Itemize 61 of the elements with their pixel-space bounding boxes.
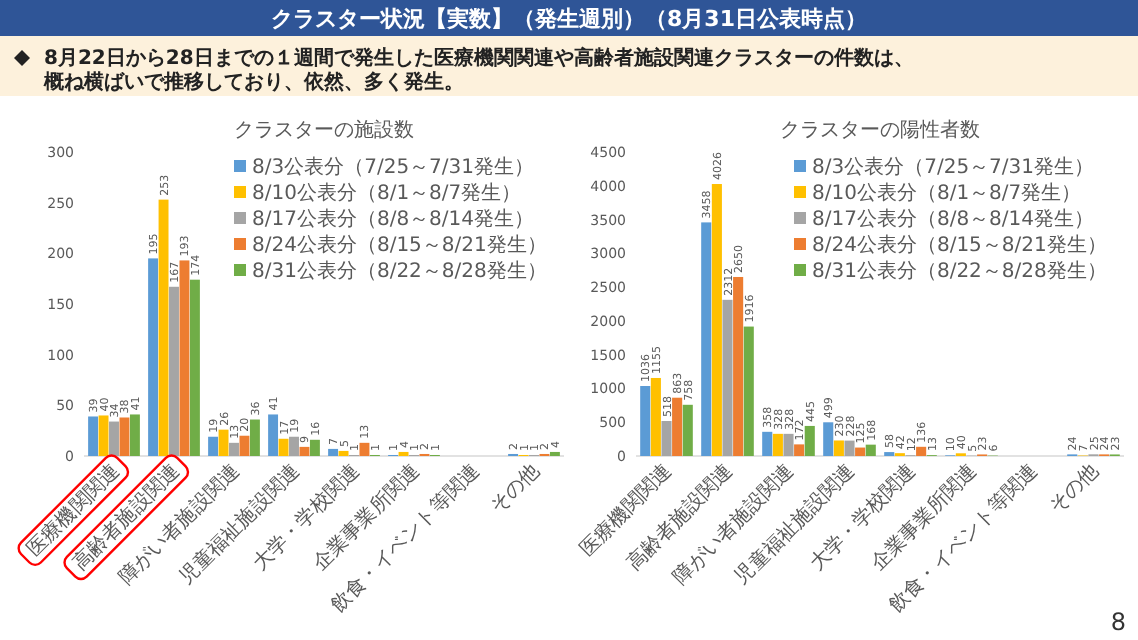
- x-tick-label: その他: [484, 459, 545, 519]
- bar: [239, 435, 250, 456]
- bar: [88, 416, 99, 456]
- legend-label: 8/17公表分（8/8～8/14発生）: [252, 207, 535, 231]
- bar: [359, 442, 370, 456]
- text: 8: [1110, 608, 1126, 636]
- bar: [794, 444, 805, 456]
- legend-label: 8/3公表分（7/25～7/31発生）: [812, 155, 1095, 179]
- bar: [169, 286, 179, 456]
- bar: [772, 433, 783, 456]
- bar: [98, 415, 109, 456]
- bar: [148, 258, 159, 456]
- bar: [916, 446, 927, 456]
- bar: [682, 404, 693, 456]
- bar: [701, 222, 712, 456]
- bar: [865, 444, 876, 456]
- bar: [762, 431, 773, 456]
- bar: [640, 386, 651, 456]
- bar: [129, 414, 140, 456]
- bar: [189, 279, 200, 456]
- bar: [289, 436, 299, 456]
- chart-title: クラスターの施設数: [234, 118, 414, 142]
- bar: [179, 260, 190, 456]
- bar: [299, 446, 310, 456]
- text: 8月22日から28日までの１週間で発生した医療機関関連や高齢者施設関連クラスターの件数は、概ね横ばいで推移しており、依然、多く発生。: [42, 46, 914, 94]
- bar: [278, 438, 289, 456]
- legend-label: 8/24公表分（8/15～8/21発生）: [812, 233, 1107, 257]
- bar: [309, 439, 320, 456]
- legend-label: 8/10公表分（8/1～8/7発生）: [252, 181, 522, 205]
- bar: [229, 442, 239, 456]
- bar: [268, 414, 279, 456]
- bar: [661, 421, 672, 456]
- text: クラスター状況【実数】（発生週別）（8月31日公表時点）: [271, 6, 867, 32]
- bar: [338, 450, 349, 456]
- bar: [743, 326, 754, 456]
- bar: [158, 199, 169, 456]
- bar: [119, 417, 130, 456]
- x-tick-label: その他: [1044, 459, 1104, 519]
- bar: [208, 436, 219, 456]
- bar: [109, 421, 119, 456]
- legend-label: 8/31公表分（8/22～8/28発生）: [252, 259, 547, 283]
- chart-title: クラスターの陽性者数: [780, 118, 980, 142]
- legend-label: 8/17公表分（8/8～8/14発生）: [812, 207, 1095, 231]
- bar: [650, 377, 661, 456]
- legend-label: 8/24公表分（8/15～8/21発生）: [252, 233, 547, 257]
- bar: [783, 433, 794, 456]
- legend-label: 8/31公表分（8/22～8/28発生）: [812, 259, 1107, 283]
- bar: [804, 425, 815, 456]
- legend-label: 8/10公表分（8/1～8/7発生）: [812, 181, 1082, 205]
- bar: [823, 422, 834, 456]
- bar: [218, 429, 229, 456]
- bar: [672, 397, 683, 456]
- bar: [722, 299, 733, 456]
- legend-label: 8/3公表分（7/25～7/31発生）: [252, 155, 535, 179]
- bar: [249, 419, 260, 456]
- bar: [855, 447, 866, 456]
- bar: [328, 448, 339, 456]
- bar: [844, 440, 855, 456]
- bar: [733, 276, 744, 456]
- bar: [833, 440, 844, 456]
- bar: [711, 184, 722, 456]
